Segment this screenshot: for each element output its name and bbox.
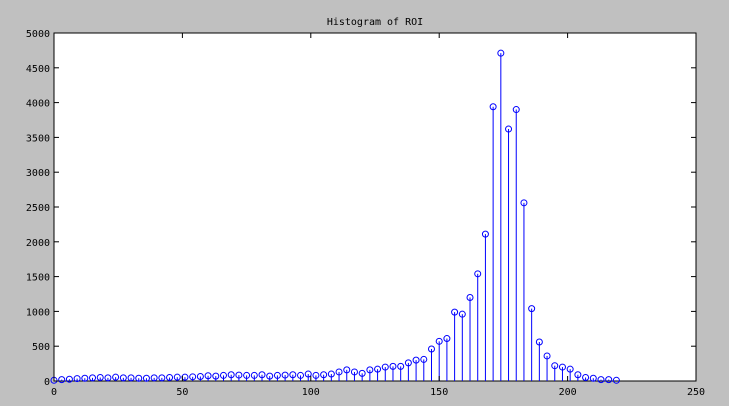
stem-marker <box>65 375 73 383</box>
stem-marker <box>281 371 289 379</box>
stem-marker <box>589 374 597 382</box>
y-tick-label: 2500 <box>26 203 50 214</box>
stem-marker <box>566 365 574 373</box>
stem-marker <box>404 359 412 367</box>
y-tick-label: 3500 <box>26 133 50 144</box>
y-tick-label: 4000 <box>26 99 50 110</box>
stem-marker <box>350 368 358 376</box>
stem-marker <box>481 230 489 238</box>
x-tick-label: 150 <box>430 387 448 398</box>
y-tick-label: 3000 <box>26 168 50 179</box>
stem-marker <box>543 352 551 360</box>
stem-marker <box>489 103 497 111</box>
stem-marker <box>266 372 274 380</box>
stem-marker <box>443 335 451 343</box>
stem-marker <box>574 371 582 379</box>
stem-marker <box>297 371 305 379</box>
stem-marker <box>289 371 297 379</box>
stem-marker <box>258 371 266 379</box>
stem-marker <box>243 371 251 379</box>
stem-marker <box>250 371 258 379</box>
stem-marker <box>343 366 351 374</box>
stem-marker <box>273 371 281 379</box>
stem-marker <box>119 374 127 382</box>
stem-marker <box>219 371 227 379</box>
y-tick-label: 2000 <box>26 238 50 249</box>
stem-marker <box>528 305 536 313</box>
stem-marker <box>358 369 366 377</box>
stem-marker <box>374 365 382 373</box>
stem-marker <box>73 375 81 383</box>
stem-marker <box>435 337 443 345</box>
x-axis: 0 50 100 150 200 250 <box>51 33 705 398</box>
stem-marker <box>320 371 328 379</box>
stem-marker <box>335 368 343 376</box>
stem-marker <box>582 374 590 382</box>
stem-marker <box>535 338 543 346</box>
stem-marker <box>427 345 435 353</box>
stem-marker <box>81 374 89 382</box>
y-tick-label: 4500 <box>26 64 50 75</box>
y-tick-label: 1000 <box>26 307 50 318</box>
stem-marker <box>304 370 312 378</box>
stem-marker <box>312 371 320 379</box>
stem-marker <box>420 355 428 363</box>
stem-marker <box>466 293 474 301</box>
stem-marker <box>327 370 335 378</box>
stem-series <box>50 49 620 384</box>
y-axis: 0 500 1000 1500 2000 2500 3000 3500 4000 4500 5000 <box>26 29 696 388</box>
stem-marker <box>96 374 104 382</box>
stem-marker <box>204 372 212 380</box>
stem-marker <box>520 199 528 207</box>
stem-marker <box>458 310 466 318</box>
axes-area <box>53 32 697 382</box>
stem-marker <box>605 376 613 384</box>
stem-marker <box>451 308 459 316</box>
stem-marker <box>104 374 112 382</box>
stem-marker <box>142 374 150 382</box>
stem-marker <box>551 362 559 370</box>
stem-marker <box>474 270 482 278</box>
x-tick-label: 250 <box>687 387 705 398</box>
stem-marker <box>381 363 389 371</box>
stem-marker <box>512 106 520 114</box>
stem-marker <box>158 374 166 382</box>
y-tick-label: 5000 <box>26 29 50 40</box>
stem-marker <box>505 125 513 133</box>
stem-marker <box>189 373 197 381</box>
stem-marker <box>558 363 566 371</box>
stem-marker <box>112 373 120 381</box>
chart-title: Histogram of ROI <box>327 17 423 28</box>
y-tick-label: 0 <box>44 377 50 388</box>
stem-marker <box>212 372 220 380</box>
stem-marker <box>366 366 374 374</box>
x-tick-label: 50 <box>176 387 188 398</box>
stem-marker <box>227 371 235 379</box>
y-tick-label: 1500 <box>26 273 50 284</box>
stem-marker <box>389 362 397 370</box>
stem-marker <box>612 376 620 384</box>
x-tick-label: 200 <box>559 387 577 398</box>
stem-marker <box>397 362 405 370</box>
x-tick-label: 100 <box>302 387 320 398</box>
stem-marker <box>497 49 505 57</box>
stem-marker <box>196 372 204 380</box>
x-tick-label: 0 <box>51 387 57 398</box>
stem-marker <box>150 374 158 382</box>
stem-marker <box>89 374 97 382</box>
stem-marker <box>135 374 143 382</box>
stem-marker <box>166 374 174 382</box>
stem-marker <box>58 376 66 384</box>
stem-marker <box>597 376 605 384</box>
y-tick-label: 500 <box>32 342 50 353</box>
stem-marker <box>235 371 243 379</box>
stem-marker <box>412 356 420 364</box>
stem-marker <box>173 373 181 381</box>
stem-marker <box>127 374 135 382</box>
